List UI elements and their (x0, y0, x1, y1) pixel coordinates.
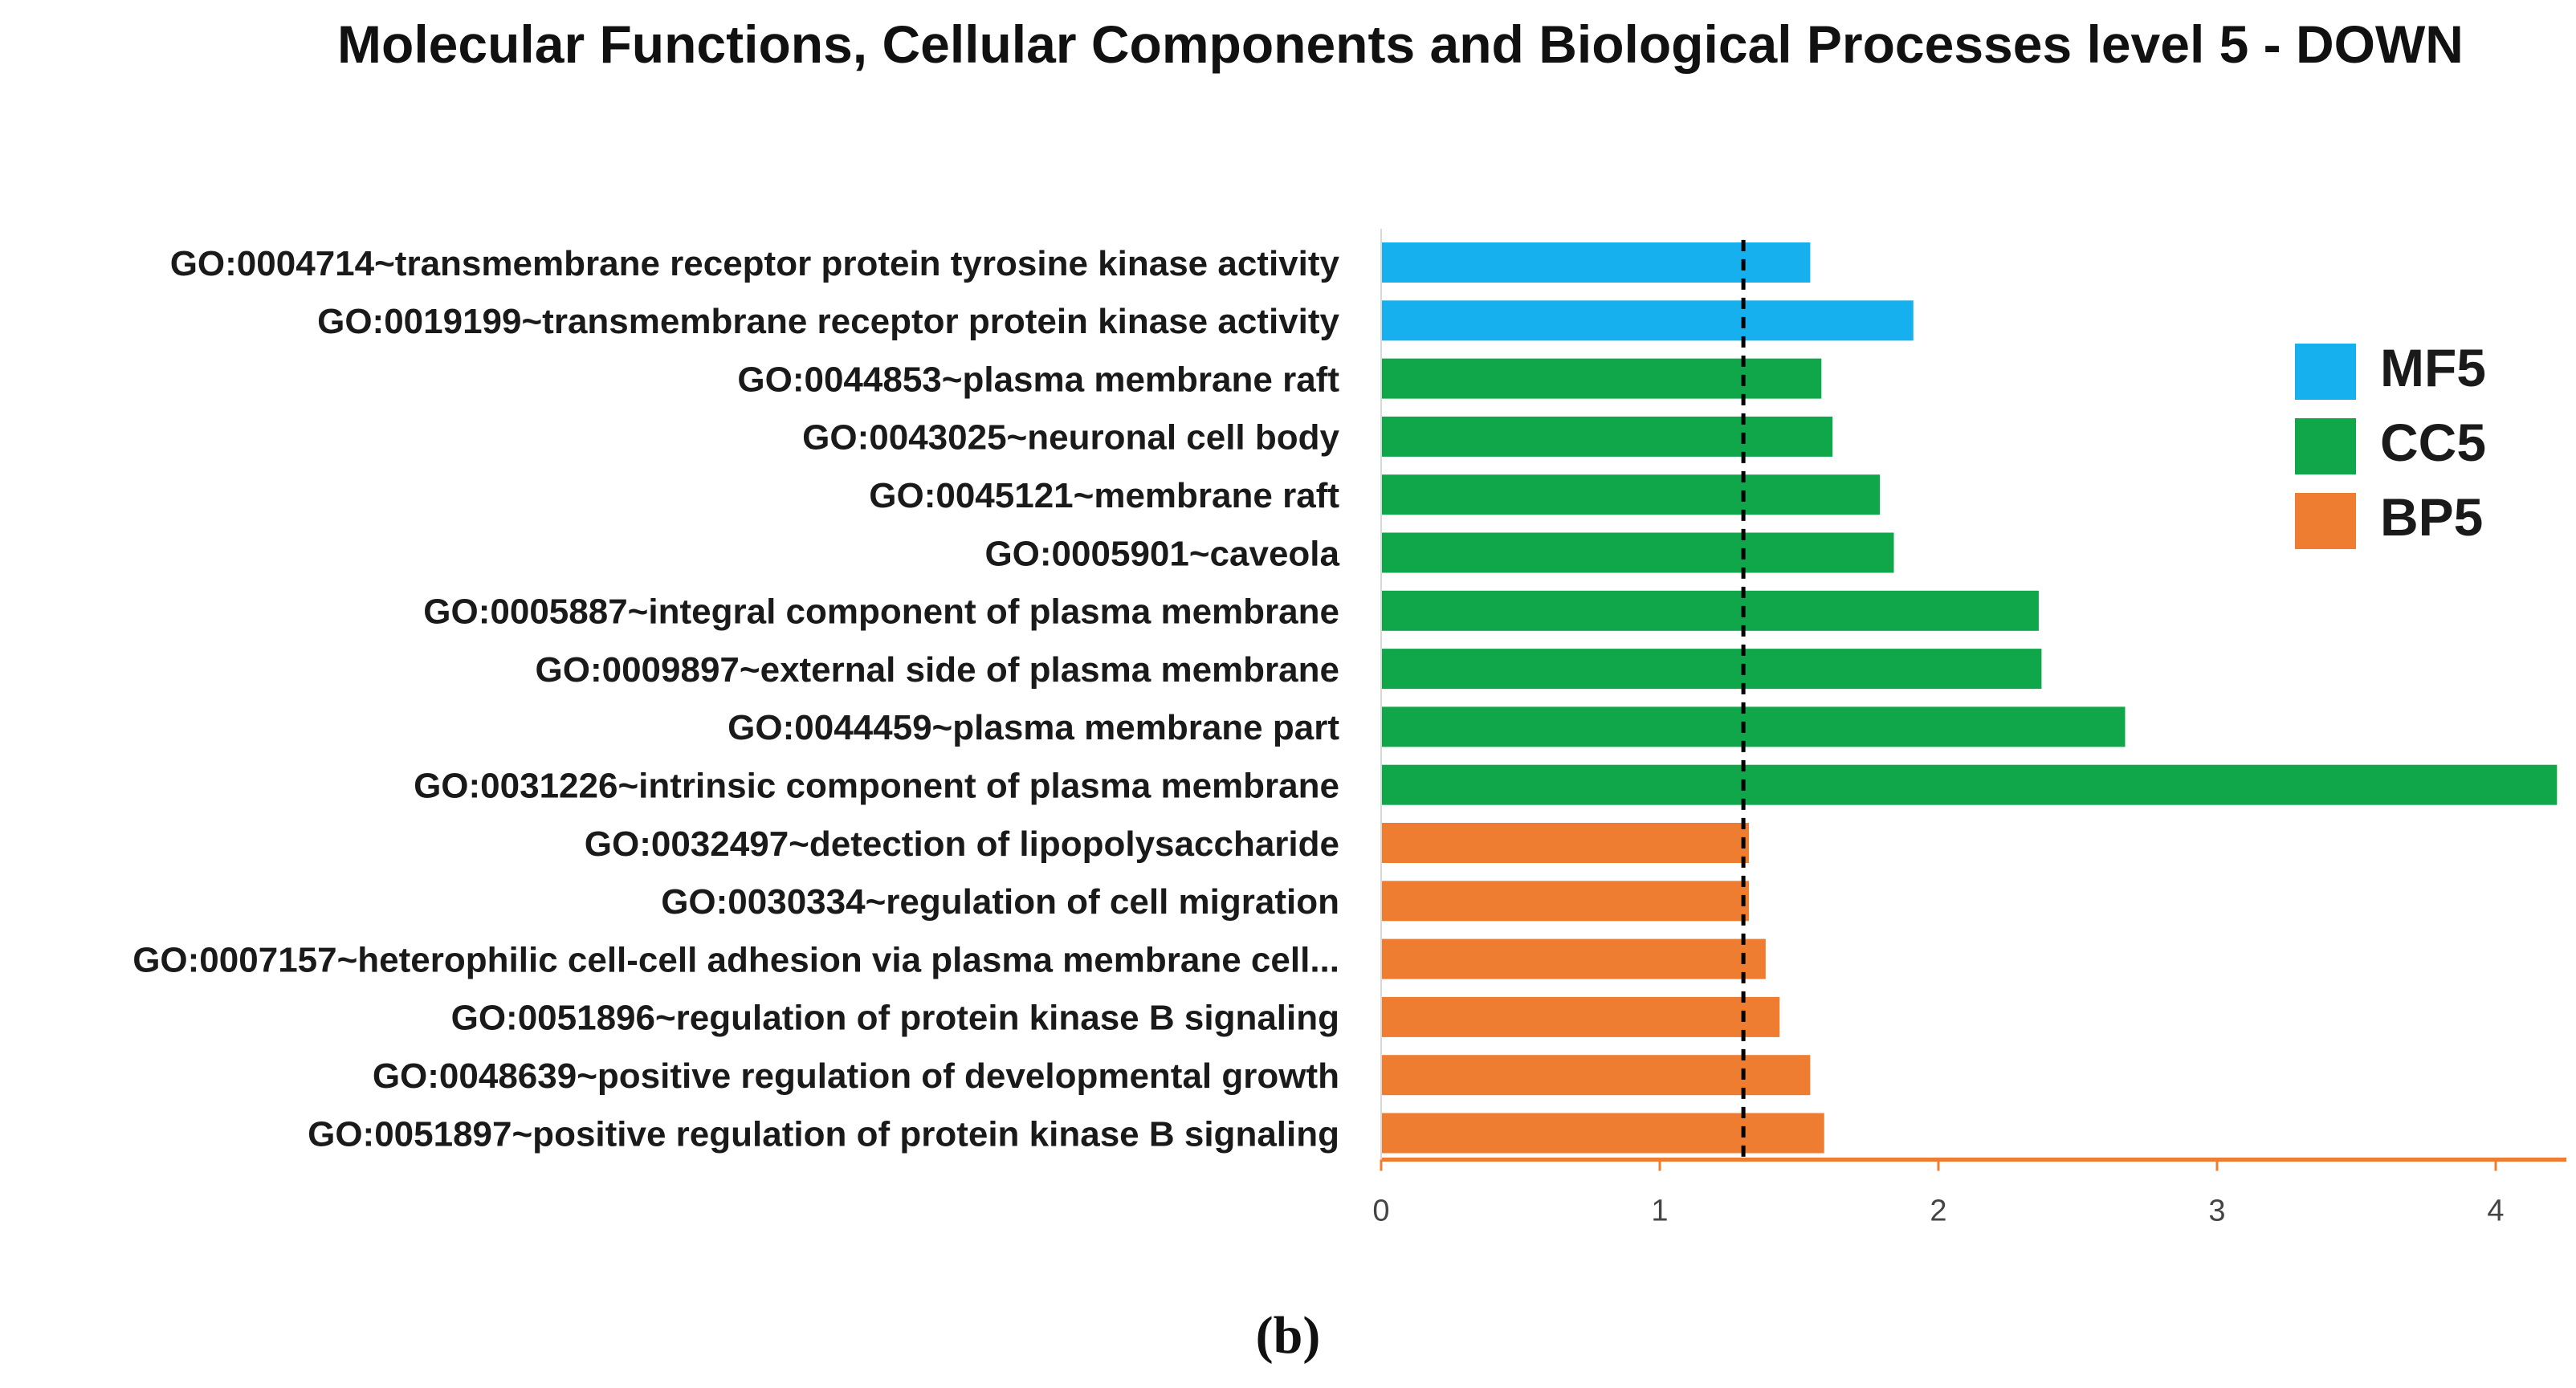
chart-title: Molecular Functions, Cellular Components… (337, 14, 2464, 74)
category-label: GO:0031226~intrinsic component of plasma… (414, 767, 1339, 806)
legend-swatch-mf5 (2295, 344, 2356, 400)
bar-cc5 (1381, 416, 1833, 457)
x-tick-label: 3 (2208, 1195, 2225, 1228)
bar-mf5 (1381, 242, 1811, 283)
category-label: GO:0009897~external side of plasma membr… (536, 650, 1340, 690)
figure-caption: (b) (1256, 1306, 1321, 1365)
legend: MF5 CC5 BP5 (2295, 338, 2486, 549)
category-labels: GO:0004714~transmembrane receptor protei… (132, 244, 1339, 1154)
legend-label-cc5: CC5 (2380, 413, 2486, 472)
category-label: GO:0030334~regulation of cell migration (661, 882, 1339, 922)
bar-bp5 (1381, 881, 1750, 922)
category-label: GO:0045121~membrane raft (869, 476, 1339, 515)
x-axis: 0 1 2 3 4 (1372, 228, 2566, 1228)
bar-cc5 (1381, 706, 2126, 747)
bar-cc5 (1381, 532, 1894, 573)
x-tick-label: 1 (1651, 1195, 1668, 1228)
category-label: GO:0051897~positive regulation of protei… (308, 1114, 1339, 1154)
category-label: GO:0005887~integral component of plasma … (423, 592, 1339, 632)
bar-cc5 (1381, 474, 1881, 515)
bar-cc5 (1381, 649, 2042, 690)
legend-swatch-cc5 (2295, 418, 2356, 474)
bars-layer (1381, 242, 2558, 1154)
bar-mf5 (1381, 300, 1914, 341)
category-label: GO:0048639~positive regulation of develo… (373, 1056, 1339, 1096)
bar-bp5 (1381, 1113, 1824, 1154)
legend-swatch-bp5 (2295, 493, 2356, 549)
legend-label-mf5: MF5 (2380, 338, 2486, 397)
bar-bp5 (1381, 938, 1766, 979)
bar-bp5 (1381, 823, 1750, 863)
category-label: GO:0032497~detection of lipopolysacchari… (585, 824, 1339, 864)
category-label: GO:0005901~caveola (984, 534, 1339, 573)
bar-cc5 (1381, 358, 1822, 399)
category-label: GO:0044853~plasma membrane raft (737, 360, 1339, 399)
legend-label-bp5: BP5 (2380, 487, 2483, 547)
category-label: GO:0004714~transmembrane receptor protei… (170, 244, 1340, 283)
category-label: GO:0051896~regulation of protein kinase … (451, 999, 1339, 1038)
category-label: GO:0007157~heterophilic cell-cell adhesi… (132, 940, 1339, 979)
bar-bp5 (1381, 996, 1780, 1037)
category-label: GO:0043025~neuronal cell body (802, 418, 1339, 458)
category-label: GO:0044459~plasma membrane part (728, 708, 1339, 747)
bar-bp5 (1381, 1055, 1811, 1096)
bar-cc5 (1381, 590, 2039, 631)
x-tick-label: 0 (1372, 1195, 1389, 1228)
x-tick-label: 4 (2487, 1195, 2504, 1228)
category-label: GO:0019199~transmembrane receptor protei… (317, 302, 1339, 341)
x-tick-label: 2 (1930, 1195, 1946, 1228)
bar-cc5 (1381, 764, 2558, 805)
